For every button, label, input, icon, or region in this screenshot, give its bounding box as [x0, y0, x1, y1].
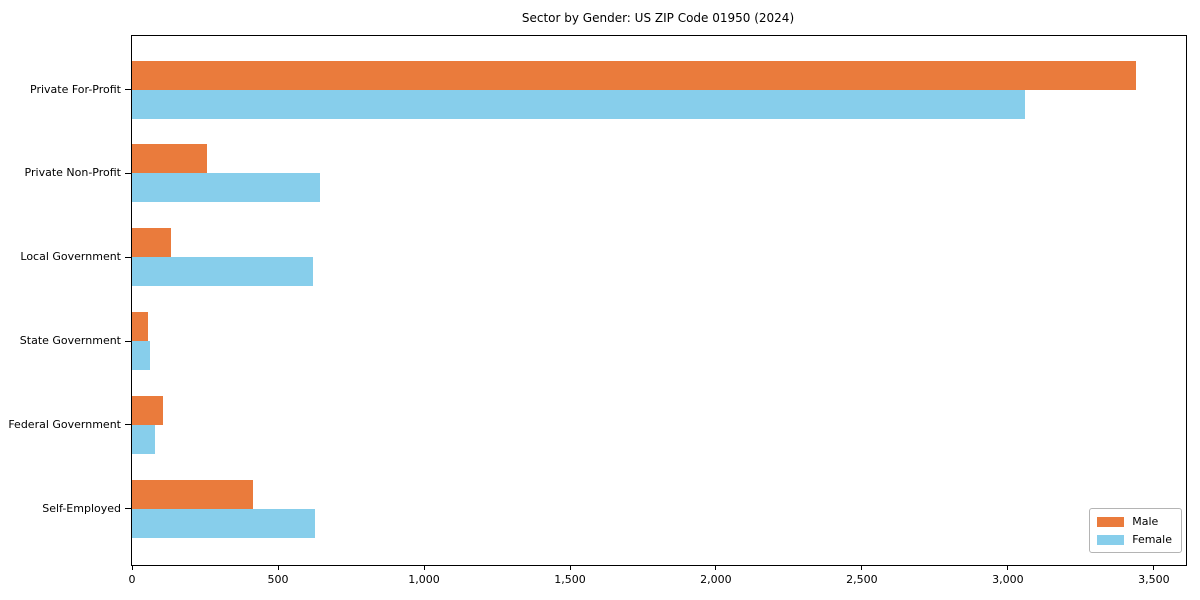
legend-swatch-male: [1097, 516, 1125, 527]
x-tick-label-3500: 3,500: [1138, 573, 1170, 586]
x-tick-label-500: 500: [267, 573, 289, 586]
y-tick-label-federal-government: Federal Government: [8, 417, 121, 431]
bar-female-3: [132, 257, 313, 287]
bar-male-3: [132, 228, 172, 258]
x-tick-mark: [715, 565, 717, 570]
bar-female-2: [132, 173, 321, 203]
x-tick-label-2000: 2,000: [700, 573, 732, 586]
bar-female-5: [132, 424, 155, 454]
legend-label-male: Male: [1132, 515, 1159, 528]
bar-male-1: [132, 60, 1137, 90]
y-tick-mark: [125, 508, 131, 510]
x-tick-mark: [1153, 565, 1155, 570]
legend-row-male: Male: [1097, 515, 1172, 528]
y-tick-mark: [125, 340, 131, 342]
y-tick-label-local-government: Local Government: [20, 250, 121, 264]
x-tick-label-1500: 1,500: [554, 573, 586, 586]
x-tick-label-2500: 2,500: [846, 573, 878, 586]
bar-male-2: [132, 144, 207, 174]
x-tick-mark: [1007, 565, 1009, 570]
x-tick-label-0: 0: [128, 573, 136, 586]
x-tick-mark: [423, 565, 425, 570]
bar-male-5: [132, 395, 163, 425]
y-tick-mark: [125, 172, 131, 174]
bar-female-4: [132, 341, 150, 371]
plot-area: Male Female Private For-Profit Private Non…: [8, 35, 1187, 586]
bar-male-6: [132, 479, 254, 509]
legend-swatch-female: [1097, 534, 1125, 545]
y-tick-label-private-non-profit: Private Non-Profit: [24, 166, 121, 180]
chart-title: Sector by Gender: US ZIP Code 01950 (202…: [521, 11, 795, 25]
legend-row-female: Female: [1097, 533, 1172, 546]
x-tick-label-1000: 1,000: [408, 573, 440, 586]
y-tick-label-state-government: State Government: [19, 334, 121, 348]
legend-label-female: Female: [1132, 533, 1172, 546]
bar-female-6: [132, 508, 315, 538]
x-tick-mark: [131, 565, 133, 570]
x-tick-label-3000: 3,000: [992, 573, 1024, 586]
y-tick-mark: [125, 89, 131, 90]
y-tick-mark: [125, 256, 131, 258]
x-tick-mark: [277, 565, 279, 570]
y-tick-label-private-for-profit: Private For-Profit: [30, 82, 121, 96]
bar-male-4: [132, 312, 149, 342]
y-tick-mark: [125, 424, 131, 426]
bar-female-1: [132, 89, 1026, 119]
legend: Male Female: [1089, 508, 1182, 553]
x-tick-mark: [569, 565, 571, 570]
x-tick-mark: [861, 565, 863, 570]
y-tick-label-self-employed: Self-Employed: [42, 501, 121, 515]
